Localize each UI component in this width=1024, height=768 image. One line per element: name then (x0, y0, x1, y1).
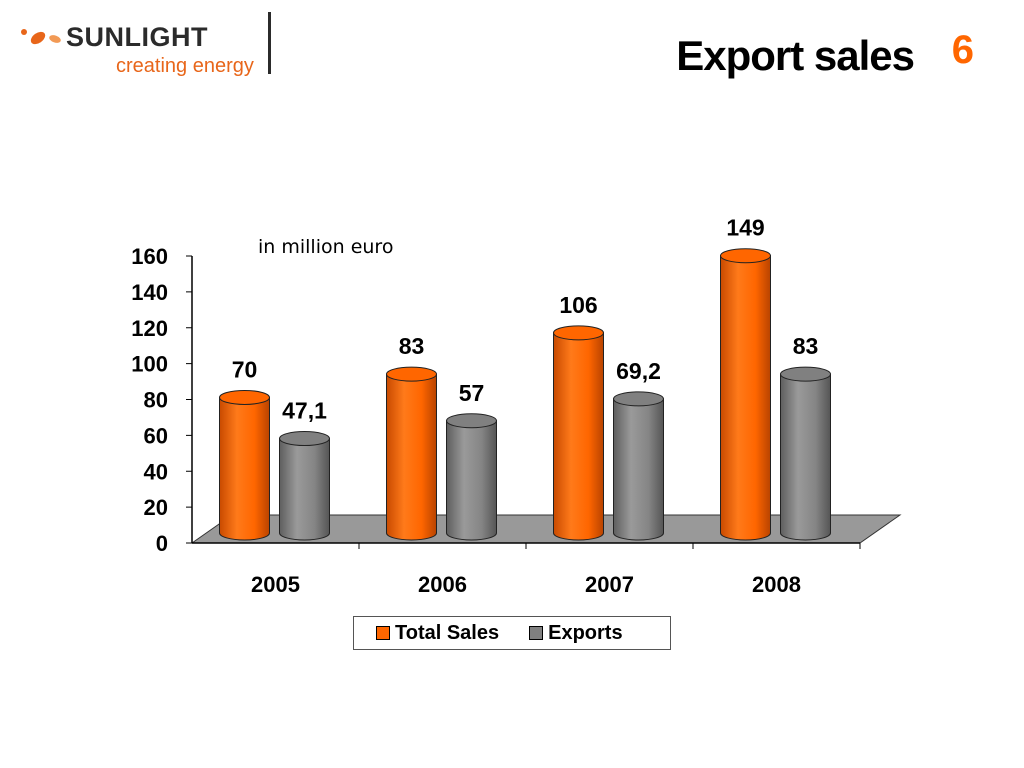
legend-item-total-sales: Total Sales (376, 622, 499, 645)
y-tick-label-20: 20 (144, 495, 168, 520)
data-label-total-sales-2005: 70 (232, 356, 258, 382)
bar-cap-exports-2005 (279, 431, 330, 447)
company-logo: SUNLIGHT creating energy (18, 22, 288, 82)
x-tick-label-2006: 2006 (418, 572, 467, 597)
data-label-exports-2008: 83 (793, 333, 819, 359)
x-tick-label-2005: 2005 (251, 572, 300, 597)
x-tick-label-2007: 2007 (585, 572, 634, 597)
bar-cap-total-sales-2007 (553, 325, 604, 341)
bar-exports-2007 (613, 398, 664, 541)
bar-exports-2006 (446, 420, 497, 541)
legend-swatch-exports (529, 626, 544, 640)
chart-annotation: in million euro (258, 236, 393, 258)
y-tick-label-100: 100 (131, 352, 168, 377)
data-label-exports-2005: 47,1 (282, 398, 327, 424)
bar-total-sales-2005 (219, 396, 270, 541)
page-number: 6 (951, 28, 974, 72)
y-tick-label-120: 120 (131, 316, 168, 341)
bar-cap-total-sales-2005 (219, 389, 270, 405)
bar-cap-total-sales-2008 (720, 248, 771, 264)
page-title: Export sales (676, 32, 915, 79)
bar-total-sales-2007 (553, 332, 604, 541)
legend-swatch-total-sales (376, 626, 390, 640)
data-label-exports-2006: 57 (459, 380, 485, 406)
data-label-total-sales-2006: 83 (399, 333, 425, 359)
y-tick-label-160: 160 (131, 244, 168, 269)
bar-exports-2005 (279, 438, 330, 541)
legend-label-total-sales: Total Sales (395, 621, 500, 644)
sun-logo-icon (21, 29, 61, 45)
bar-cap-total-sales-2006 (386, 366, 437, 382)
y-tick-label-80: 80 (144, 388, 168, 413)
data-label-total-sales-2007: 106 (559, 292, 597, 318)
y-tick-label-140: 140 (131, 280, 168, 305)
data-label-exports-2007: 69,2 (616, 358, 661, 384)
data-label-total-sales-2008: 149 (726, 215, 764, 241)
y-tick-label-0: 0 (156, 531, 168, 556)
legend-item-exports: Exports (529, 621, 623, 645)
header-divider (268, 12, 271, 74)
y-tick-label-40: 40 (144, 459, 168, 484)
bar-total-sales-2006 (386, 373, 437, 541)
chart-legend: Total Sales Exports (353, 616, 671, 650)
bar-cap-exports-2007 (613, 391, 664, 407)
brand-name: SUNLIGHT (66, 22, 208, 52)
y-tick-label-60: 60 (144, 423, 168, 448)
bar-cap-exports-2006 (446, 413, 497, 429)
x-tick-label-2008: 2008 (752, 572, 801, 597)
legend-label-exports: Exports (548, 621, 623, 644)
bar-exports-2008 (780, 373, 831, 541)
brand-tagline: creating energy (116, 55, 254, 77)
bar-total-sales-2008 (720, 255, 771, 541)
bar-cap-exports-2008 (780, 366, 831, 382)
